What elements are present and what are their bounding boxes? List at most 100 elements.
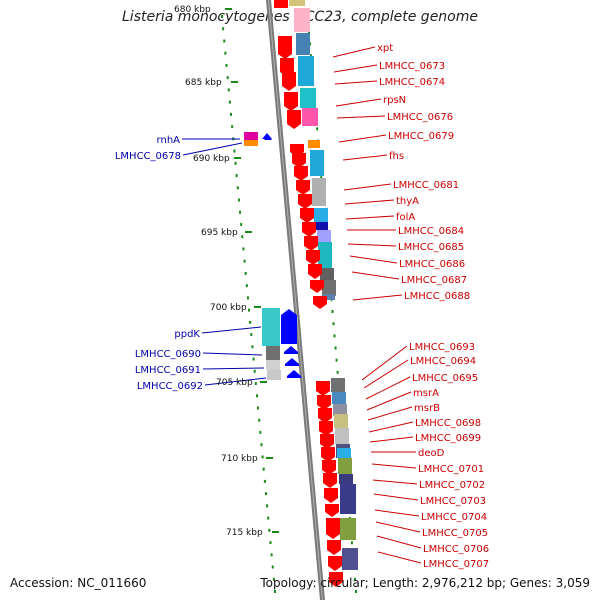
gene-block [316, 222, 328, 230]
forward-arrow [321, 447, 335, 462]
tick-dot [245, 284, 248, 288]
backbone-highlight [268, 0, 323, 600]
tick-dot [225, 63, 228, 67]
forward-arrow [306, 250, 320, 265]
label-leader [336, 115, 386, 119]
label-leader [338, 134, 387, 143]
gene-block [298, 56, 314, 86]
tick-dot [261, 455, 264, 459]
tick-dot [353, 577, 356, 581]
tick-dot [242, 247, 245, 251]
label-leader [182, 142, 243, 156]
label-leader [201, 326, 262, 334]
gene-block [322, 280, 336, 296]
gene-arrows [262, 0, 343, 587]
forward-arrow [322, 460, 336, 475]
scale-tick [231, 81, 238, 83]
tick-dot [223, 39, 226, 43]
tick-dot [243, 259, 246, 263]
gene-label: LMHCC_0687 [401, 275, 467, 286]
tick-dot [255, 394, 258, 398]
tick-dot [250, 333, 253, 337]
gene-label: LMHCC_0704 [421, 512, 487, 523]
forward-arrow [313, 296, 327, 309]
gene-label: deoD [418, 448, 445, 459]
label-leader [373, 493, 419, 501]
forward-arrow [323, 473, 337, 488]
forward-arrow [319, 421, 333, 436]
label-leader [347, 243, 397, 247]
tick-dot [264, 492, 267, 496]
tick-dot [266, 504, 269, 508]
gene-block [314, 208, 328, 222]
gene-label: msrB [414, 403, 440, 414]
forward-arrow [317, 395, 331, 410]
tick-dot [268, 528, 271, 532]
forward-arrow [324, 488, 338, 503]
gene-label: LMHCC_0695 [412, 373, 478, 384]
tick-dot [254, 382, 257, 386]
label-leader [371, 463, 417, 469]
gene-label: ppdK [174, 329, 200, 340]
tick-dot [249, 320, 252, 324]
gene-label: LMHCC_0674 [379, 77, 445, 88]
forward-arrow [327, 540, 341, 555]
forward-arrow [320, 434, 334, 449]
label-leader [349, 255, 398, 264]
reverse-arrow [285, 358, 299, 366]
reverse-arrow [281, 309, 297, 344]
forward-arrow [292, 153, 306, 168]
gene-block [339, 474, 353, 484]
label-leader [363, 359, 409, 389]
gene-label: thyA [396, 196, 419, 207]
tick-dot [320, 176, 323, 180]
tick-dot [237, 198, 240, 202]
gene-label: rpsN [383, 95, 406, 106]
tick-dot [227, 88, 230, 92]
tick-dot [350, 541, 353, 545]
forward-arrow [282, 72, 296, 91]
tick-dot [335, 358, 338, 362]
gene-label: folA [396, 212, 415, 223]
scale-tick [266, 457, 273, 459]
forward-arrow [325, 504, 339, 517]
gene-label: LMHCC_0686 [399, 259, 465, 270]
scale-label: 690 kbp [193, 154, 230, 164]
label-leader [372, 479, 418, 485]
tick-dot [272, 577, 275, 581]
label-leader [365, 376, 411, 400]
scale-label: 715 kbp [226, 528, 263, 538]
gene-label: LMHCC_0698 [415, 418, 481, 429]
gene-block [300, 88, 316, 108]
label-leader [367, 406, 413, 421]
gene-block [308, 140, 320, 148]
forward-arrow [329, 572, 343, 587]
tick-dot [258, 418, 261, 422]
forward-arrow [328, 556, 342, 571]
tick-dot [270, 553, 273, 557]
forward-arrow [284, 92, 298, 111]
gene-block [267, 370, 281, 380]
genome-backbone [266, 0, 325, 600]
label-leader [335, 98, 382, 107]
scale-tick [272, 531, 279, 533]
label-leader [366, 391, 412, 411]
scale-tick [260, 381, 267, 383]
gene-label: LMHCC_0691 [135, 365, 201, 376]
forward-arrow [274, 0, 288, 8]
scale-label: 680 kbp [174, 5, 211, 15]
tick-dot [309, 42, 312, 46]
tick-dot [239, 210, 242, 214]
forward-arrow [287, 110, 301, 129]
gene-block [320, 268, 334, 280]
tick-dot [222, 27, 225, 31]
reverse-arrow [287, 370, 301, 378]
tick-dot [252, 357, 255, 361]
tick-dot [244, 271, 247, 275]
label-leader [369, 436, 414, 443]
forward-arrow [300, 208, 314, 223]
gene-label: xpt [377, 43, 393, 54]
tick-dot [263, 479, 266, 483]
gene-label: LMHCC_0676 [387, 112, 453, 123]
